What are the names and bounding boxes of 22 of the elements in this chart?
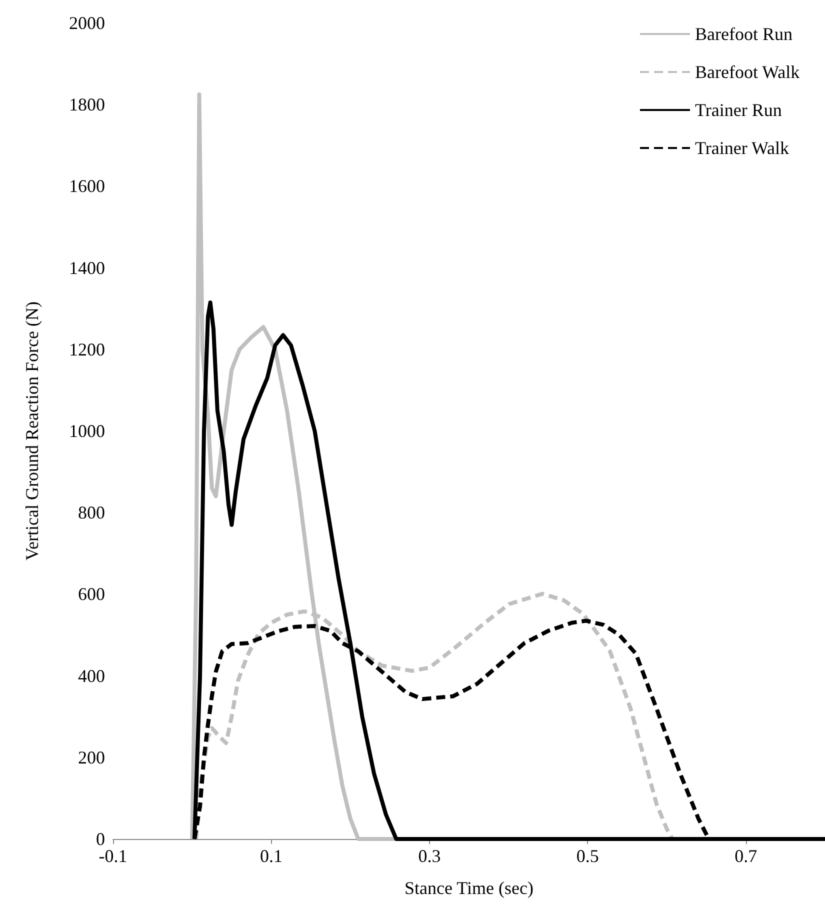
y-tick-label: 800 xyxy=(78,502,105,523)
x-tick-label: 0.5 xyxy=(576,846,599,866)
legend-label: Trainer Walk xyxy=(694,138,790,158)
y-tick-label: 400 xyxy=(78,666,105,686)
x-axis-title: Stance Time (sec) xyxy=(404,878,534,898)
y-tick-label: 200 xyxy=(78,747,105,768)
x-tick-label: -0.1 xyxy=(98,846,128,866)
y-tick-label: 0 xyxy=(96,829,105,849)
x-tick-label: 0.3 xyxy=(418,846,441,866)
y-tick-label: 1200 xyxy=(69,339,105,360)
x-tick-label: 0.1 xyxy=(260,846,282,866)
y-tick-label: 1000 xyxy=(69,421,105,441)
y-tick-label: 2000 xyxy=(69,13,105,33)
x-tick-label: 0.7 xyxy=(734,846,758,866)
y-axis-title: Vertical Ground Reaction Force (N) xyxy=(22,302,42,560)
y-tick-label: 1400 xyxy=(69,258,105,278)
y-tick-label: 600 xyxy=(78,584,105,604)
legend-label: Trainer Run xyxy=(694,100,782,120)
legend-label: Barefoot Walk xyxy=(694,62,800,82)
y-tick-label: 1600 xyxy=(69,176,105,196)
y-tick-label: 1800 xyxy=(69,94,105,115)
legend-label: Barefoot Run xyxy=(694,24,792,44)
